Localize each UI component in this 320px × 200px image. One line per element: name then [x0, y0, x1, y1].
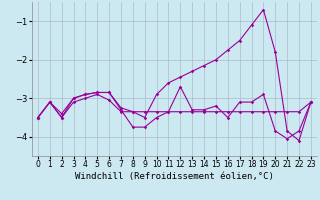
X-axis label: Windchill (Refroidissement éolien,°C): Windchill (Refroidissement éolien,°C) — [75, 172, 274, 181]
